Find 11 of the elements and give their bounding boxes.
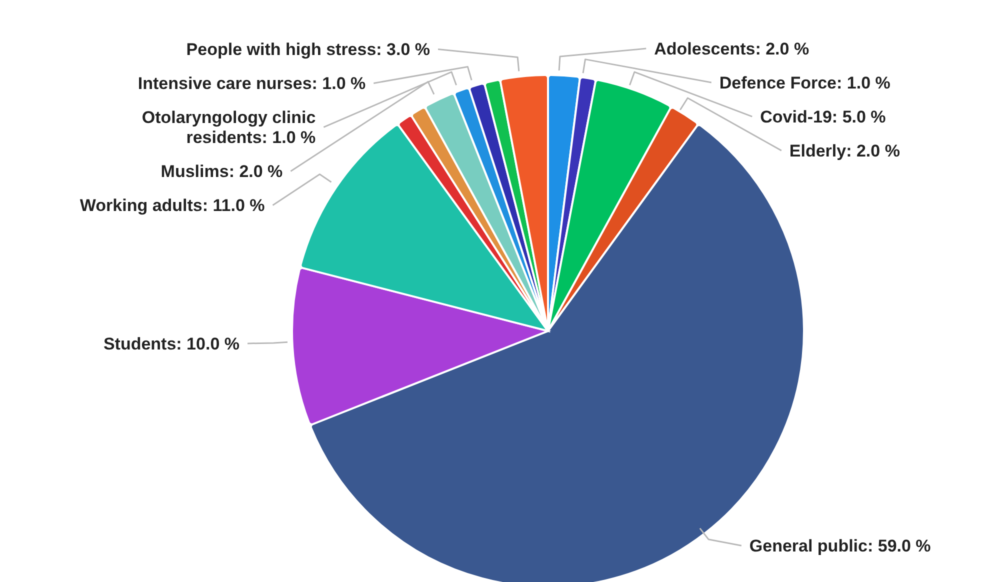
slice-label: Students: 10.0 %: [103, 334, 240, 353]
slice-label: General public: 59.0 %: [749, 536, 931, 556]
slice-label: Elderly: 2.0 %: [789, 141, 900, 160]
slice-label: Defence Force: 1.0 %: [719, 73, 890, 92]
slice-label: Otolaryngology clinic residents: 1.0 %: [142, 108, 316, 147]
slice-label: Adolescents: 2.0 %: [654, 39, 810, 58]
slice-label: Intensive care nurses: 1.0 %: [138, 74, 366, 93]
slice-label: Covid-19: 5.0 %: [760, 107, 886, 126]
slice-label: Working adults: 11.0 %: [80, 196, 265, 215]
slice-label: People with high stress: 3.0 %: [186, 40, 430, 59]
slice-label: Muslims: 2.0 %: [160, 162, 283, 181]
